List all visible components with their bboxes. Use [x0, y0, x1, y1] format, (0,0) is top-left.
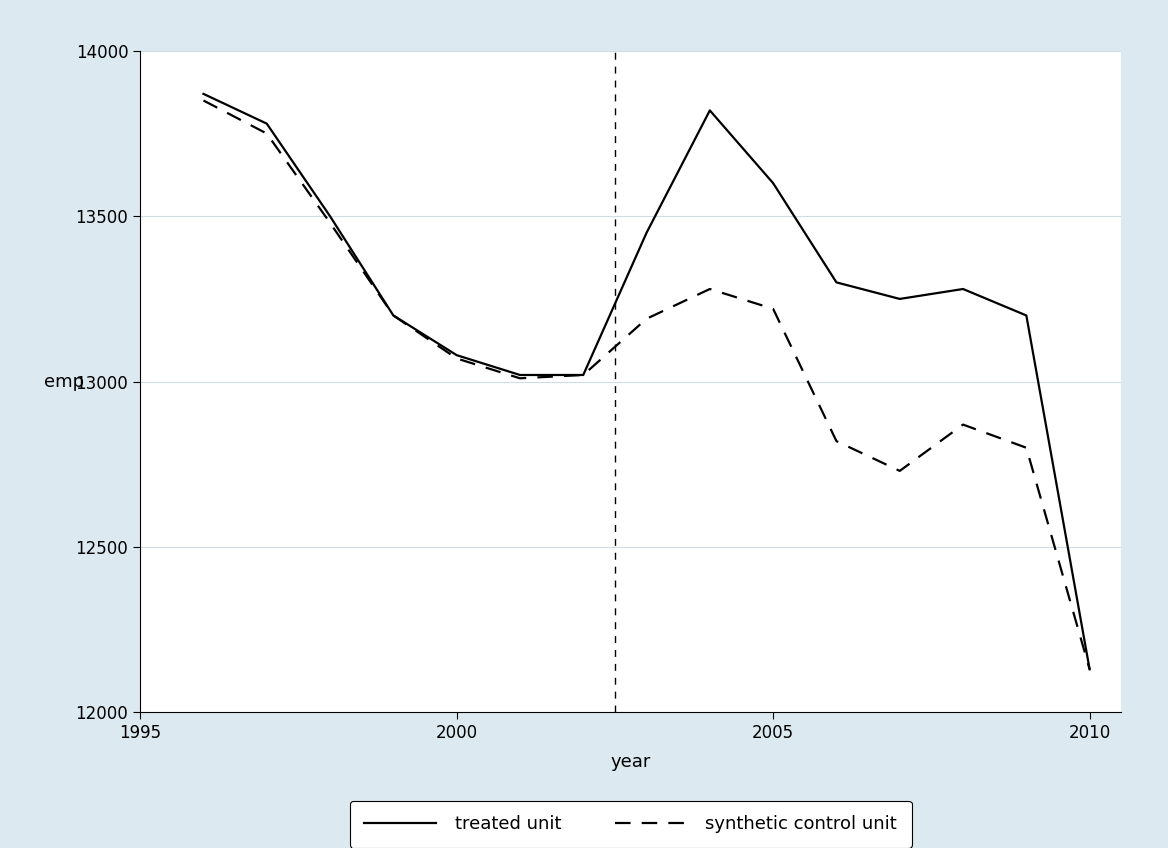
synthetic control unit	[703, 284, 717, 294]
synthetic control unit	[576, 370, 590, 380]
treated unit	[1020, 310, 1034, 321]
synthetic control unit	[640, 314, 654, 324]
treated unit	[513, 370, 527, 380]
synthetic control unit	[324, 218, 338, 228]
treated unit	[324, 211, 338, 221]
X-axis label: year: year	[611, 753, 651, 771]
synthetic control unit	[892, 466, 906, 476]
synthetic control unit	[1083, 664, 1097, 674]
treated unit	[450, 350, 464, 360]
treated unit	[703, 105, 717, 115]
treated unit	[640, 228, 654, 238]
synthetic control unit	[513, 373, 527, 383]
Y-axis label: emp: emp	[44, 372, 84, 391]
synthetic control unit	[766, 304, 780, 314]
treated unit	[957, 284, 971, 294]
synthetic control unit	[829, 436, 843, 446]
synthetic control unit	[387, 310, 401, 321]
synthetic control unit	[957, 420, 971, 430]
synthetic control unit	[196, 96, 210, 106]
synthetic control unit	[1020, 443, 1034, 453]
treated unit	[892, 294, 906, 304]
Legend: treated unit, synthetic control unit: treated unit, synthetic control unit	[349, 801, 912, 848]
treated unit	[766, 178, 780, 188]
synthetic control unit	[259, 128, 273, 138]
treated unit	[259, 119, 273, 129]
treated unit	[196, 89, 210, 99]
treated unit	[576, 370, 590, 380]
treated unit	[1083, 664, 1097, 674]
treated unit	[387, 310, 401, 321]
treated unit	[829, 277, 843, 287]
synthetic control unit	[450, 354, 464, 364]
Line: synthetic control unit: synthetic control unit	[203, 101, 1090, 669]
Line: treated unit: treated unit	[203, 94, 1090, 669]
